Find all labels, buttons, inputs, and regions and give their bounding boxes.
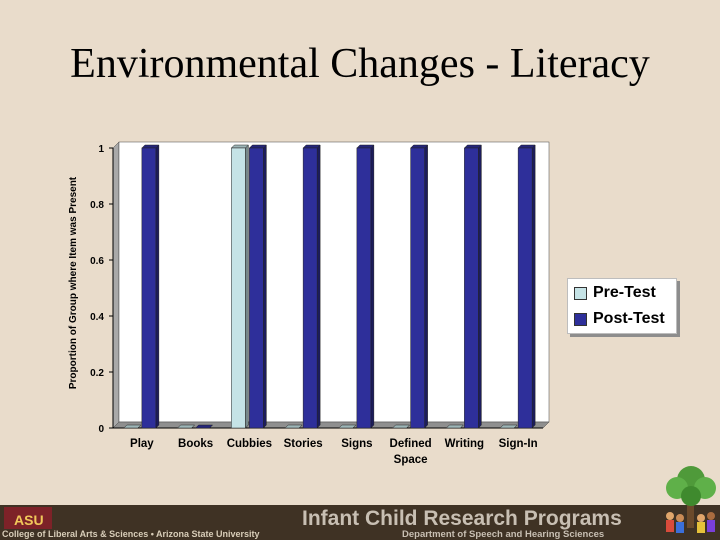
bar-pre-test-signs xyxy=(338,424,357,429)
legend-label-post-test: Post-Test xyxy=(593,310,665,327)
bar-post-test-defined-space-side xyxy=(424,144,428,429)
slide-title: Environmental Changes - Literacy xyxy=(70,41,650,87)
bar-post-test-writing-side xyxy=(478,144,482,429)
bar-post-test-stories-top xyxy=(302,144,321,149)
legend-item-post-test: Post-Test xyxy=(574,308,665,330)
y-tick-label: 0.8 xyxy=(90,200,104,211)
chart-legend: Pre-Test Post-Test xyxy=(567,278,677,334)
x-tick-label: Space xyxy=(394,454,428,466)
bar-pre-test-cubbies-side xyxy=(245,144,249,429)
legend-swatch-pre-test xyxy=(574,286,587,300)
x-tick-label: Cubbies xyxy=(227,438,272,450)
bar-pre-test-sign-in xyxy=(499,424,518,429)
x-tick-label: Stories xyxy=(284,438,323,450)
footer-banner: ASU College of Liberal Arts & Sciences •… xyxy=(0,505,720,540)
chart-side-wall xyxy=(112,141,120,429)
program-name: Infant Child Research Programs xyxy=(302,507,622,530)
bar-post-test-signs xyxy=(356,147,372,429)
y-tick-label: 0.2 xyxy=(90,368,104,379)
y-tick-label: 0.6 xyxy=(90,256,104,267)
bar-pre-test-defined-space xyxy=(392,424,411,429)
asu-logo-text: ASU xyxy=(14,512,44,528)
bar-post-test-signs-side xyxy=(370,144,375,429)
bar-post-test-writing xyxy=(464,147,479,429)
x-tick-label: Books xyxy=(178,438,213,450)
bar-post-test-cubbies xyxy=(249,147,264,429)
asu-sun-devil-logo-icon: ASU xyxy=(4,507,52,529)
tree-with-children-logo-icon xyxy=(666,466,716,533)
bar-post-test-sign-in xyxy=(517,147,533,429)
x-tick-label: Play xyxy=(130,438,154,450)
y-tick-label: 0.4 xyxy=(90,312,104,323)
y-axis-title: Proportion of Group where Item was Prese… xyxy=(68,176,79,389)
x-tick-label: Defined xyxy=(390,438,432,450)
y-tick-label: 0 xyxy=(98,424,104,435)
chart-back-wall xyxy=(118,141,550,423)
bar-post-test-signs-top xyxy=(356,144,375,149)
bar-post-test-cubbies-top xyxy=(248,144,267,149)
bar-post-test-books xyxy=(195,424,214,429)
bar-post-test-defined-space-top xyxy=(410,144,429,149)
legend-swatch-post-test xyxy=(574,312,587,326)
bar-pre-test-stories xyxy=(284,424,303,429)
legend-label-pre-test: Pre-Test xyxy=(593,284,656,301)
bar-pre-test-writing xyxy=(445,424,464,429)
college-name: College of Liberal Arts & Sciences • Ari… xyxy=(2,529,260,539)
y-tick-label: 1 xyxy=(98,144,104,155)
legend-item-pre-test: Pre-Test xyxy=(574,282,656,304)
bar-post-test-play-side xyxy=(155,144,160,429)
x-tick-label: Sign-In xyxy=(499,438,538,450)
bar-post-test-sign-in-top xyxy=(517,144,536,149)
bar-pre-test-play xyxy=(123,424,142,429)
bar-post-test-writing-top xyxy=(463,144,482,149)
bar-post-test-play-top xyxy=(141,144,160,149)
bar-post-test-play xyxy=(141,147,157,429)
bar-post-test-stories-side xyxy=(316,144,321,429)
bar-post-test-sign-in-side xyxy=(531,144,536,429)
bar-post-test-stories xyxy=(302,147,318,429)
department-name: Department of Speech and Hearing Science… xyxy=(402,529,605,540)
x-tick-label: Signs xyxy=(341,438,372,450)
x-tick-label: Writing xyxy=(445,438,484,450)
bar-post-test-cubbies-side xyxy=(263,144,267,429)
bar-pre-test-books xyxy=(177,424,196,429)
bar-post-test-defined-space xyxy=(410,147,425,429)
bar-pre-test-cubbies-top xyxy=(230,144,249,149)
bar-pre-test-cubbies xyxy=(231,147,246,429)
